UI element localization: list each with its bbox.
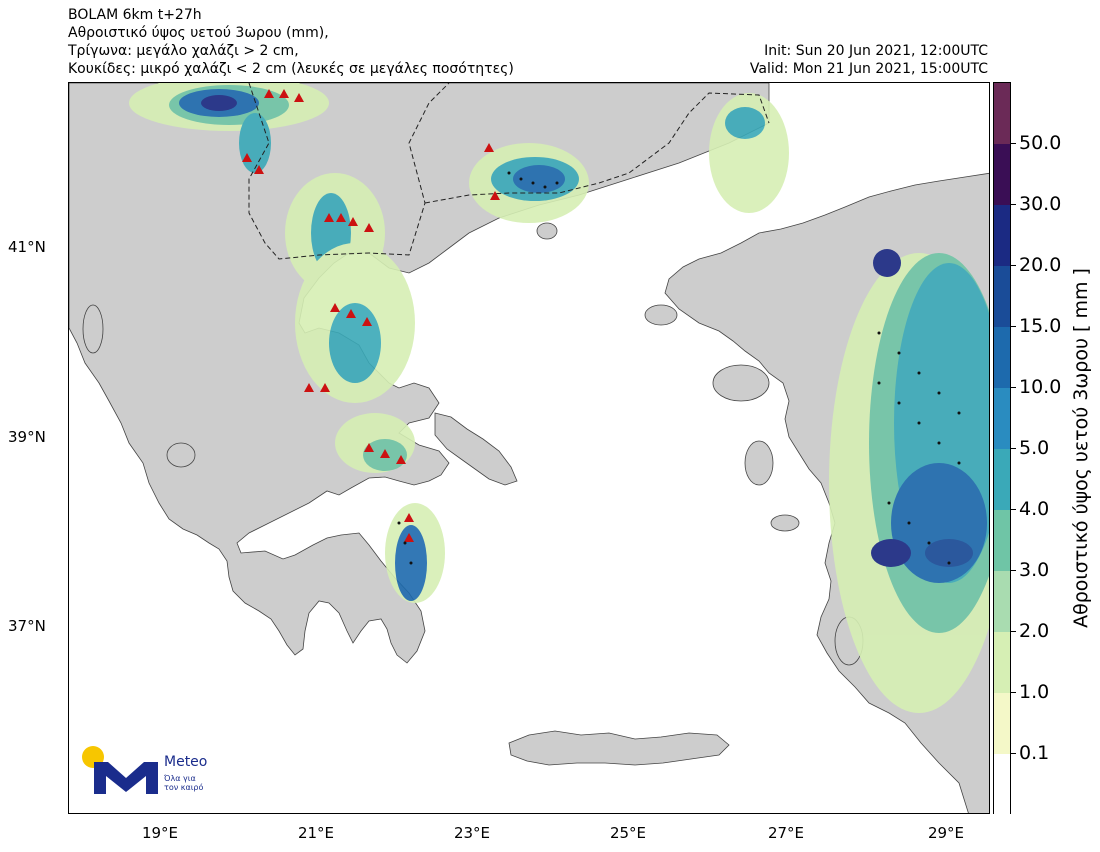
colorbar-tick-label: 5.0 [1019, 437, 1050, 459]
lon-label-21: 21°E [297, 824, 335, 842]
large-hail-markers [242, 89, 500, 542]
land-kefalonia [166, 442, 196, 468]
m-letter-icon [94, 762, 158, 794]
colorbar-tick-label: 3.0 [1019, 559, 1050, 581]
colorbar-tick-label: 10.0 [1019, 376, 1062, 398]
lat-label-39: 39°N [8, 428, 46, 446]
colorbar-tick-label: 0.1 [1019, 742, 1050, 764]
lon-label-23: 23°E [453, 824, 491, 842]
borders [248, 83, 770, 260]
logo-tagline-1: Όλα για [164, 774, 196, 783]
title-variable: Αθροιστικό ύψος υετού 3ωρου (mm), [68, 25, 329, 41]
colorbar-title: Αθροιστικό ύψος υετού 3ωρου [ mm ] [1070, 268, 1092, 628]
logo-name: Meteo [164, 754, 208, 770]
precipitation-map [69, 83, 989, 813]
colorbar-tick [1011, 326, 1016, 327]
colorbar-tick-label: 50.0 [1019, 132, 1062, 154]
colorbar-tick-label: 15.0 [1019, 315, 1062, 337]
colorbar-segment [994, 144, 1010, 205]
land-thasos [536, 222, 558, 240]
lon-label-29: 29°E [927, 824, 965, 842]
land-corfu [82, 304, 104, 354]
colorbar-tick-label: 30.0 [1019, 193, 1062, 215]
colorbar-tick [1011, 265, 1016, 266]
small-hail-markers [397, 171, 961, 565]
colorbar-segment [994, 449, 1010, 510]
title-model: BOLAM 6km t+27h [68, 7, 202, 23]
title-dots-legend: Κουκίδες: μικρό χαλάζι < 2 cm (λευκές σε… [68, 61, 514, 77]
colorbar-segment [994, 693, 1010, 754]
lon-label-27: 27°E [767, 824, 805, 842]
land-crete [508, 730, 730, 766]
land-samos [770, 514, 800, 532]
run-info: Init: Sun 20 Jun 2021, 12:00UTC Valid: M… [750, 42, 988, 78]
colorbar-tick-label: 2.0 [1019, 620, 1050, 642]
precipitation-field [129, 83, 989, 713]
colorbar-segment [994, 571, 1010, 632]
colorbar-tick [1011, 509, 1016, 510]
colorbar-tick [1011, 753, 1016, 754]
colorbar-tick-label: 1.0 [1019, 681, 1050, 703]
colorbar-tick-label: 20.0 [1019, 254, 1062, 276]
colorbar-tick [1011, 692, 1016, 693]
colorbar-tick [1011, 143, 1016, 144]
lon-label-25: 25°E [609, 824, 647, 842]
map-panel [68, 82, 990, 814]
meteo-logo: Meteo Όλα για τον καιρό [82, 744, 232, 800]
colorbar [993, 82, 1011, 815]
logo-tagline-2: τον καιρό [164, 783, 204, 792]
colorbar-tick [1011, 204, 1016, 205]
land-lesvos [712, 364, 770, 402]
colorbar-segment [994, 510, 1010, 571]
colorbar-segment [994, 632, 1010, 693]
init-time: Init: Sun 20 Jun 2021, 12:00UTC [764, 43, 988, 59]
valid-time: Valid: Mon 21 Jun 2021, 15:00UTC [749, 61, 988, 77]
colorbar-tick [1011, 570, 1016, 571]
lon-label-19: 19°E [141, 824, 179, 842]
colorbar-segment [994, 327, 1010, 388]
colorbar-segment [994, 754, 1010, 815]
colorbar-segment [994, 205, 1010, 266]
map-title: BOLAM 6km t+27h Αθροιστικό ύψος υετού 3ω… [68, 6, 514, 78]
colorbar-segment [994, 266, 1010, 327]
title-triangles-legend: Τρίγωνα: μεγάλο χαλάζι > 2 cm, [68, 43, 299, 59]
land-lemnos [644, 304, 678, 326]
colorbar-tick-label: 4.0 [1019, 498, 1050, 520]
logo-tagline: Όλα για τον καιρό [164, 774, 203, 792]
colorbar-segment [994, 83, 1010, 144]
lat-label-37: 37°N [8, 617, 46, 635]
colorbar-tick [1011, 631, 1016, 632]
colorbar-tick [1011, 387, 1016, 388]
colorbar-tick [1011, 448, 1016, 449]
land-chios [744, 440, 774, 486]
colorbar-segment [994, 388, 1010, 449]
lat-label-41: 41°N [8, 238, 46, 256]
land-evia [434, 412, 518, 486]
